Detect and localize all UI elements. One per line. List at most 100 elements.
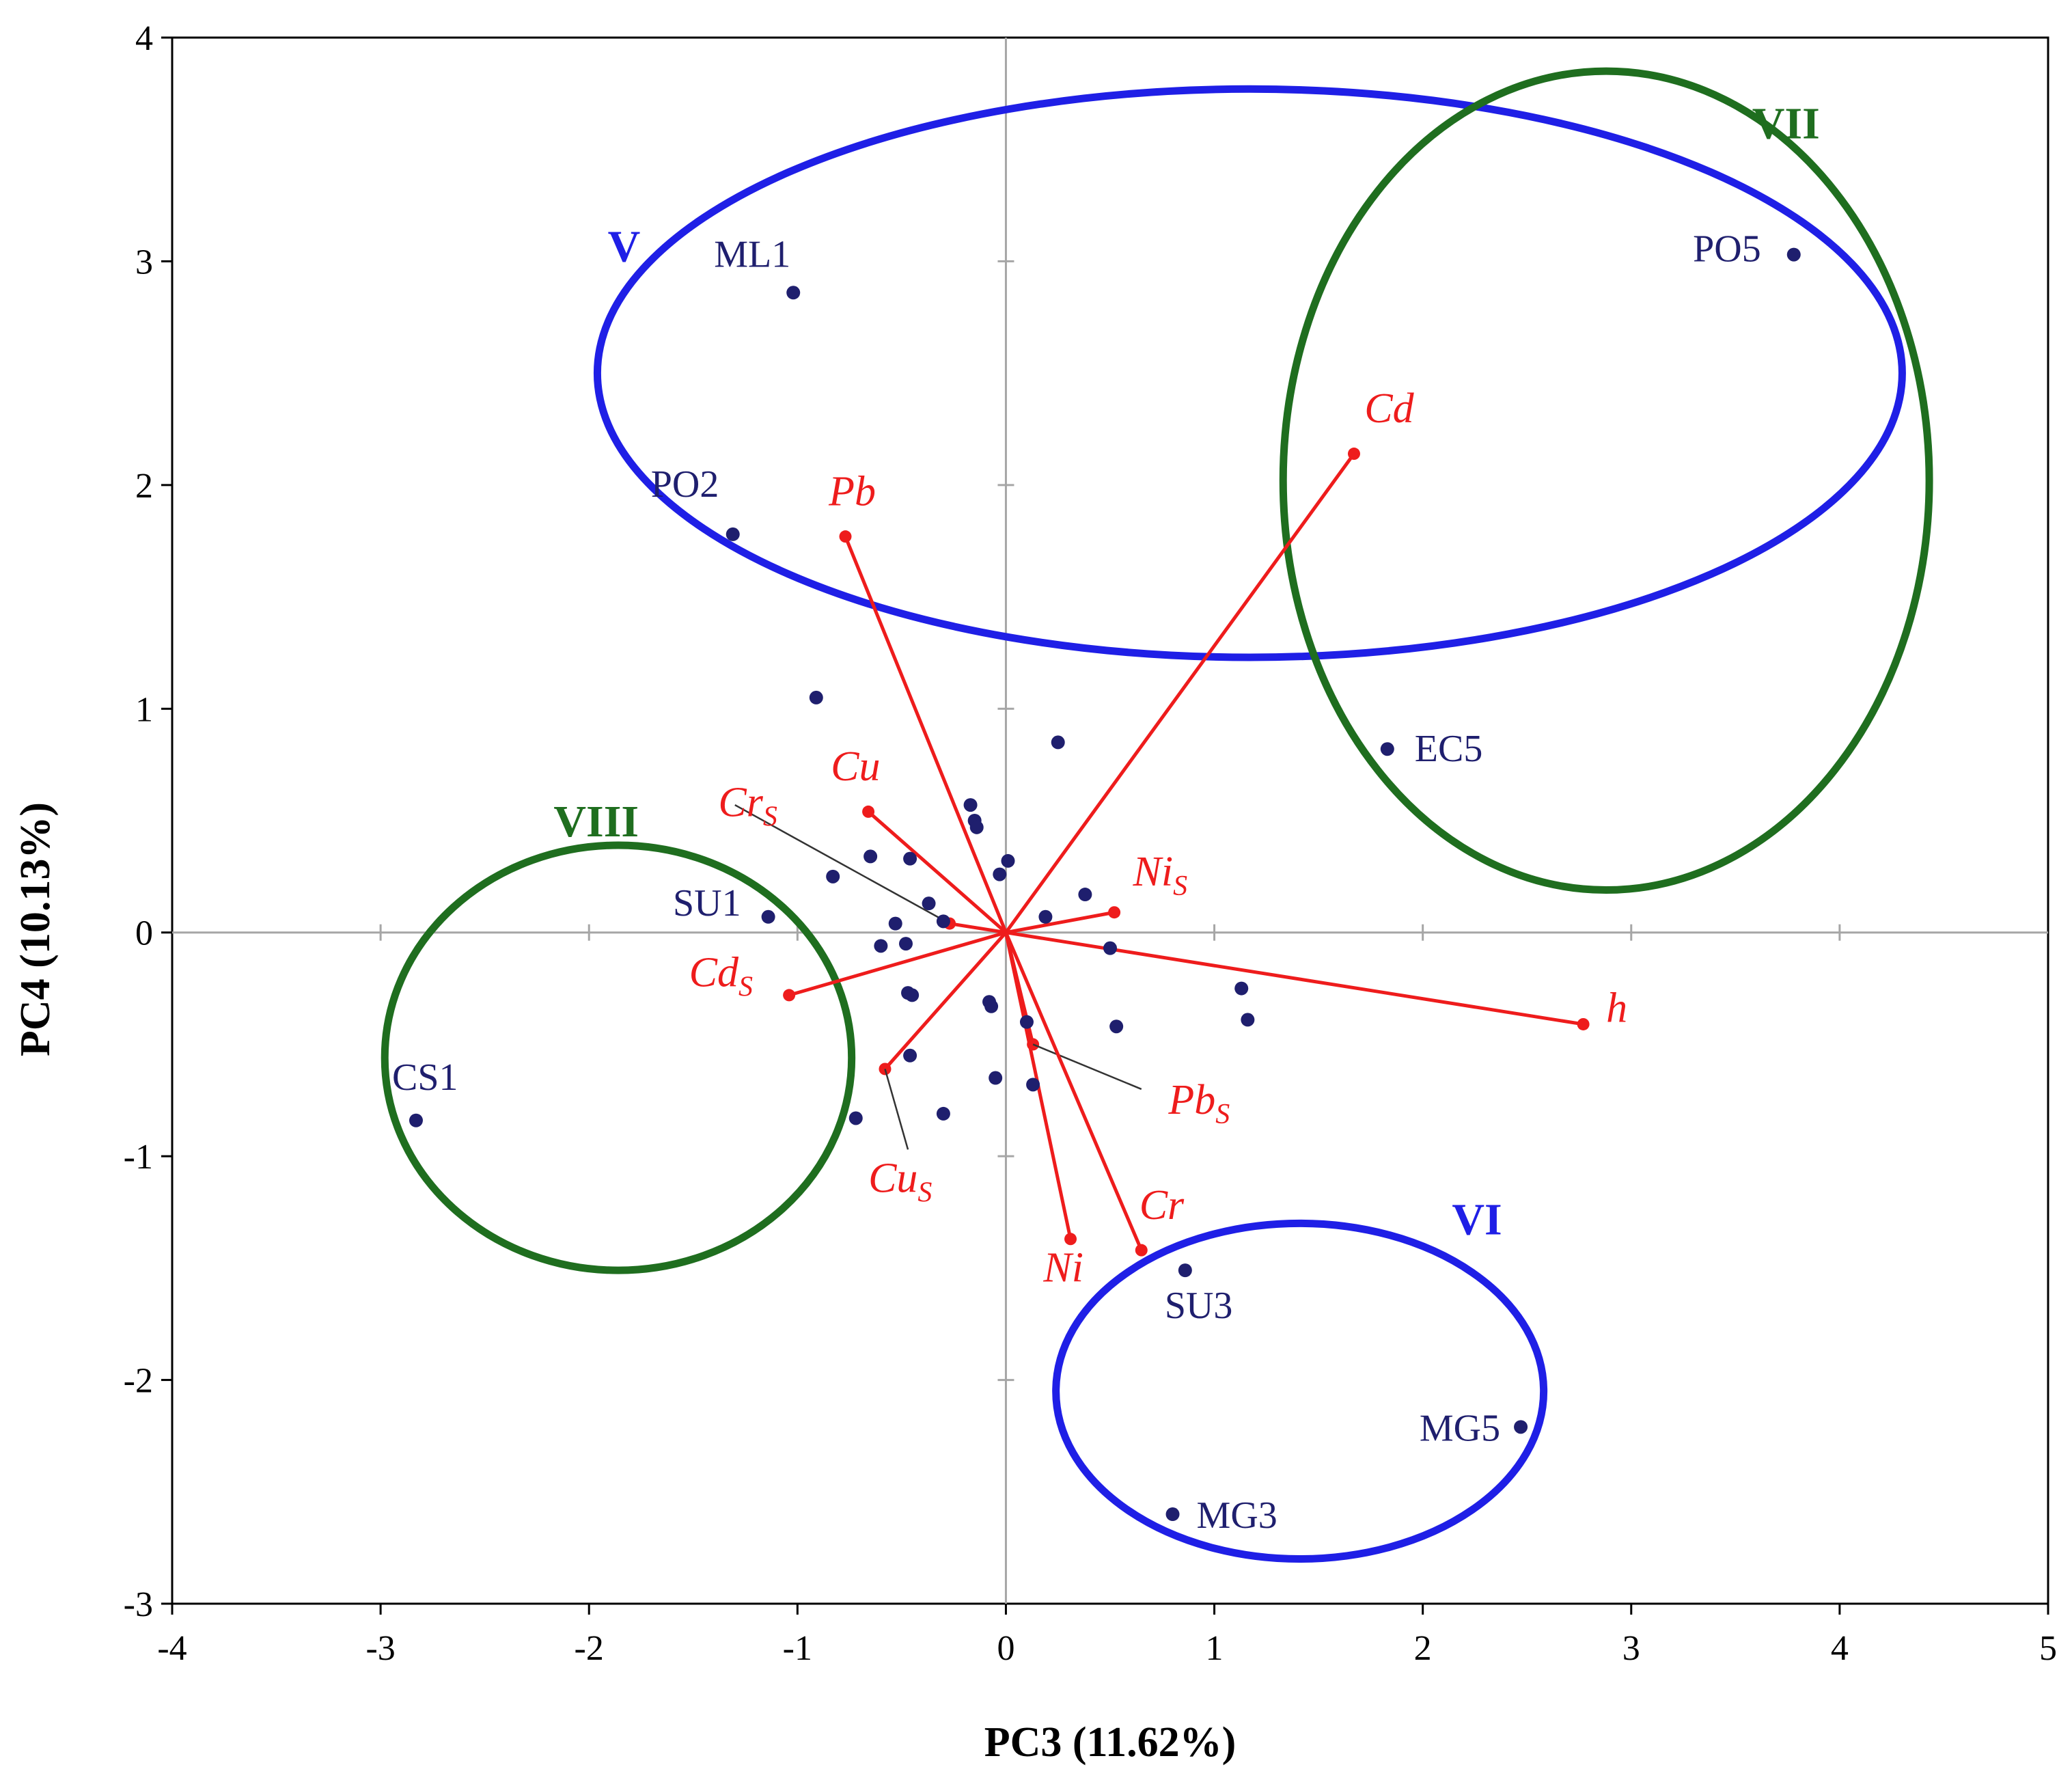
- x-tick-label: -1: [783, 1629, 812, 1668]
- vector-label-cu: Cu: [831, 743, 880, 790]
- y-tick-label: -2: [124, 1362, 153, 1401]
- y-tick-label: 1: [135, 690, 153, 729]
- vector-line-cr: [1004, 931, 1144, 1251]
- vector-leader-cus: [884, 1069, 909, 1150]
- score-point: [922, 896, 936, 911]
- vector-tip-cds: [783, 989, 796, 1002]
- chart-labels: VVIIVIIIVIPbCdCuCrSNiShCdSCuSPbSCrNiML1P…: [392, 98, 1820, 1537]
- vector-line-cds: [788, 931, 1007, 997]
- vector-tip-pb: [839, 530, 852, 543]
- y-axis-title: PC4 (10.13%): [12, 802, 59, 1056]
- score-point: [989, 1071, 1003, 1085]
- y-tick-label: 2: [135, 467, 153, 506]
- score-point: [905, 988, 920, 1002]
- point-label-su1: SU1: [673, 882, 741, 924]
- cluster-ellipse-V: [593, 85, 1906, 661]
- score-point-su3: [1178, 1263, 1192, 1278]
- vector-line-h: [1006, 931, 1584, 1026]
- point-label-po2: PO2: [651, 463, 719, 506]
- vector-tip-cd: [1347, 448, 1360, 461]
- vector-tip-cu: [862, 805, 875, 818]
- score-point: [1026, 1078, 1040, 1092]
- vector-line-cu: [867, 810, 1008, 934]
- score-point: [1019, 1015, 1034, 1029]
- cluster-ellipse-VII: [1279, 67, 1933, 894]
- cluster-ellipse-VIII: [381, 841, 856, 1274]
- vector-leader-pbs: [1032, 1043, 1142, 1091]
- cluster-ellipses: [381, 67, 1933, 1563]
- x-tick-label: 0: [997, 1629, 1014, 1668]
- point-label-mg3: MG3: [1197, 1494, 1277, 1537]
- score-point-ml1: [786, 286, 801, 300]
- point-label-mg5: MG5: [1420, 1407, 1500, 1449]
- vector-leader-crs: [734, 804, 950, 924]
- point-label-ec5: EC5: [1415, 728, 1483, 770]
- score-point: [809, 690, 823, 704]
- cluster-label-VIII: VIII: [553, 797, 639, 847]
- score-point-ec5: [1380, 742, 1394, 756]
- x-axis-title: PC3 (11.62%): [984, 1719, 1237, 1766]
- cluster-ellipse-VI: [1052, 1219, 1548, 1563]
- score-point: [1234, 981, 1249, 996]
- x-tick-label: -3: [365, 1629, 395, 1668]
- score-point: [969, 820, 984, 834]
- x-tick-label: 3: [1622, 1629, 1640, 1668]
- point-label-po5: PO5: [1693, 228, 1761, 271]
- score-point: [898, 937, 913, 951]
- score-point-mg5: [1514, 1420, 1528, 1434]
- score-point: [1038, 909, 1053, 924]
- score-point: [826, 869, 840, 884]
- score-point: [903, 851, 917, 866]
- x-tick-label: 5: [2039, 1629, 2057, 1668]
- vector-label-cus: CuS: [868, 1155, 932, 1209]
- score-point: [888, 916, 902, 931]
- cluster-label-VI: VI: [1452, 1195, 1502, 1245]
- x-tick-label: 1: [1206, 1629, 1224, 1668]
- vector-line-nis: [1005, 910, 1115, 935]
- cluster-label-VII: VII: [1752, 98, 1820, 148]
- vector-label-pb: Pb: [828, 468, 876, 515]
- vector-label-cr: Cr: [1139, 1182, 1185, 1229]
- y-tick-label: -3: [124, 1585, 153, 1624]
- vector-line-crs: [949, 922, 1006, 935]
- x-tick-label: 4: [1831, 1629, 1849, 1668]
- vector-line-cus: [883, 931, 1008, 1071]
- score-point: [993, 867, 1007, 881]
- score-points: [409, 247, 1801, 1522]
- score-point: [963, 798, 978, 812]
- score-point-po5: [1786, 247, 1801, 262]
- score-point-cs1: [409, 1113, 423, 1127]
- score-point: [1241, 1013, 1255, 1027]
- score-point: [848, 1111, 863, 1125]
- vector-label-ni: Ni: [1042, 1245, 1083, 1291]
- score-point: [874, 939, 888, 953]
- score-point: [864, 849, 878, 864]
- vector-line-cd: [1004, 452, 1356, 934]
- vector-label-h: h: [1606, 985, 1627, 1032]
- y-tick-label: 0: [135, 914, 153, 953]
- x-tick-label: -2: [575, 1629, 604, 1668]
- score-point: [936, 914, 950, 929]
- score-point: [984, 999, 999, 1013]
- loading-vectors: [734, 448, 1590, 1257]
- vector-tip-cr: [1135, 1244, 1148, 1257]
- score-point: [1001, 853, 1015, 868]
- x-tick-label: -4: [157, 1629, 187, 1668]
- vector-tip-ni: [1064, 1233, 1077, 1246]
- vector-line-pb: [844, 536, 1008, 933]
- y-tick-label: 3: [135, 243, 153, 282]
- score-point: [903, 1048, 917, 1063]
- score-point: [1078, 888, 1092, 902]
- point-label-ml1: ML1: [714, 233, 790, 275]
- point-label-cs1: CS1: [392, 1056, 458, 1099]
- vector-label-cd: Cd: [1364, 385, 1414, 432]
- score-point: [1103, 941, 1117, 955]
- score-point-su1: [761, 909, 775, 924]
- score-point: [1109, 1019, 1124, 1034]
- cluster-label-V: V: [608, 221, 641, 271]
- score-point-mg3: [1165, 1507, 1180, 1522]
- vector-tip-h: [1577, 1017, 1590, 1030]
- y-tick-label: -1: [124, 1138, 153, 1177]
